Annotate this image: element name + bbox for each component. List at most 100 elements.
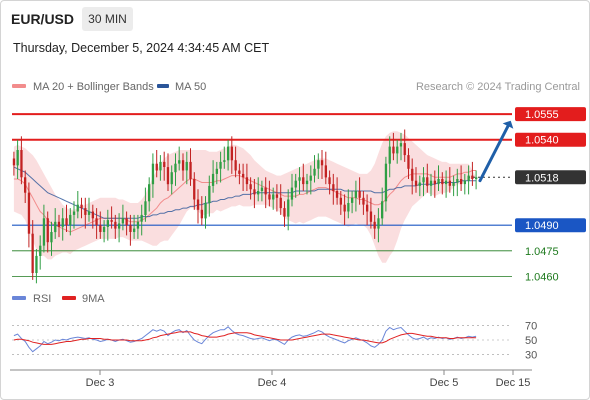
- candle-body: [381, 201, 384, 219]
- candle-body: [159, 161, 162, 171]
- candle-body: [328, 177, 331, 185]
- level-label-3: 1.0490: [525, 220, 559, 232]
- candle-body: [441, 179, 444, 185]
- candle-body: [170, 172, 173, 185]
- ma20-legend-swatch: [12, 84, 26, 88]
- candle-body: [242, 173, 245, 178]
- candle-body: [392, 146, 395, 154]
- candle-body: [166, 167, 170, 185]
- candle-body: [354, 191, 357, 198]
- candle-body: [426, 177, 429, 186]
- candle-body: [298, 177, 301, 181]
- ma20-legend-label: MA 20 + Bollinger Bands: [33, 81, 154, 93]
- candle-body: [42, 218, 46, 246]
- candle-body: [414, 180, 418, 186]
- candle-body: [351, 197, 354, 203]
- candle-body: [140, 214, 143, 222]
- candle-body: [39, 245, 42, 256]
- moving-averages: [13, 166, 477, 233]
- candle-body: [429, 180, 433, 186]
- candle-body: [50, 232, 53, 243]
- candle-body: [110, 220, 113, 222]
- key-level-labels: 1.0555 1.0540 1.0518 1.0490 1.0475 1.0460: [515, 107, 586, 284]
- candle-body: [129, 225, 132, 232]
- rsi-ma-line: [13, 331, 477, 345]
- candle-body: [373, 221, 376, 229]
- candle-body: [369, 211, 373, 222]
- candle-body: [155, 163, 158, 171]
- key-levels: [12, 113, 512, 277]
- candle-body: [65, 218, 68, 226]
- candle-body: [118, 223, 121, 229]
- candle-body: [219, 161, 222, 169]
- candle-body: [467, 175, 470, 181]
- candle-body: [91, 211, 94, 219]
- candle-body: [444, 180, 448, 185]
- candle-body: [313, 168, 316, 176]
- level-tag-0: [515, 107, 586, 122]
- candle-body: [456, 179, 459, 183]
- rsi-lines: [13, 326, 477, 353]
- candle-body: [422, 177, 425, 183]
- candle-body: [215, 168, 218, 174]
- candle-body: [452, 182, 455, 186]
- candle-body: [163, 161, 166, 167]
- candle-body: [418, 182, 421, 186]
- candle-body: [46, 218, 49, 243]
- candle-body: [35, 255, 38, 273]
- candle-body: [57, 221, 61, 227]
- candle-body: [148, 184, 151, 202]
- candle-body: [204, 203, 207, 219]
- candle-body: [283, 208, 286, 217]
- candle-body: [99, 225, 102, 232]
- candle-body: [144, 201, 147, 215]
- candle-body: [196, 199, 200, 210]
- candle-body: [287, 199, 290, 217]
- candle-body: [264, 187, 267, 195]
- candle-body: [12, 158, 16, 166]
- candle-body: [366, 204, 369, 212]
- rsi-legend: RSI 9MA: [12, 293, 105, 305]
- candle-body: [189, 161, 192, 179]
- rsi-tick-50: 50: [525, 335, 537, 347]
- candle-body: [260, 187, 264, 191]
- level-label-1: 1.0540: [525, 135, 559, 147]
- candle-body: [433, 180, 436, 185]
- candle-body: [475, 177, 478, 179]
- candle-body: [305, 180, 309, 185]
- ma50-legend-label: MA 50: [175, 81, 206, 93]
- watermark: Research © 2024 Trading Central: [416, 81, 580, 93]
- x-tick-label: Dec 4: [258, 377, 287, 389]
- candle-body: [411, 168, 414, 181]
- candle-body: [437, 179, 440, 185]
- candle-body: [230, 146, 233, 161]
- candle-body: [396, 146, 399, 154]
- candle-body: [238, 170, 241, 174]
- projection-arrow: [478, 120, 514, 183]
- candle-body: [211, 173, 215, 186]
- price-legend: MA 20 + Bollinger Bands MA 50: [12, 81, 206, 93]
- candle-body: [227, 146, 230, 161]
- candle-body: [95, 218, 98, 226]
- candle-body: [317, 160, 320, 169]
- candle-body: [31, 233, 34, 273]
- timeframe-badge[interactable]: 30 MIN: [82, 7, 133, 31]
- candle-body: [16, 150, 19, 166]
- candle-body: [403, 143, 406, 156]
- candle-body: [309, 175, 312, 181]
- candle-body: [178, 160, 181, 164]
- rsi-axis: 70 50 30: [525, 320, 537, 361]
- candle-body: [388, 146, 391, 164]
- candle-body: [80, 204, 83, 209]
- candle-body: [87, 211, 91, 215]
- symbol-title: EUR/USD: [11, 11, 75, 27]
- arrow-shaft: [478, 124, 510, 183]
- rsi-tick-70: 70: [525, 320, 537, 332]
- level-label-4: 1.0475: [525, 246, 559, 258]
- candle-body: [324, 165, 327, 178]
- candle-body: [290, 187, 294, 200]
- candle-body: [343, 204, 346, 212]
- candle-body: [84, 208, 87, 215]
- candle-body: [133, 228, 136, 232]
